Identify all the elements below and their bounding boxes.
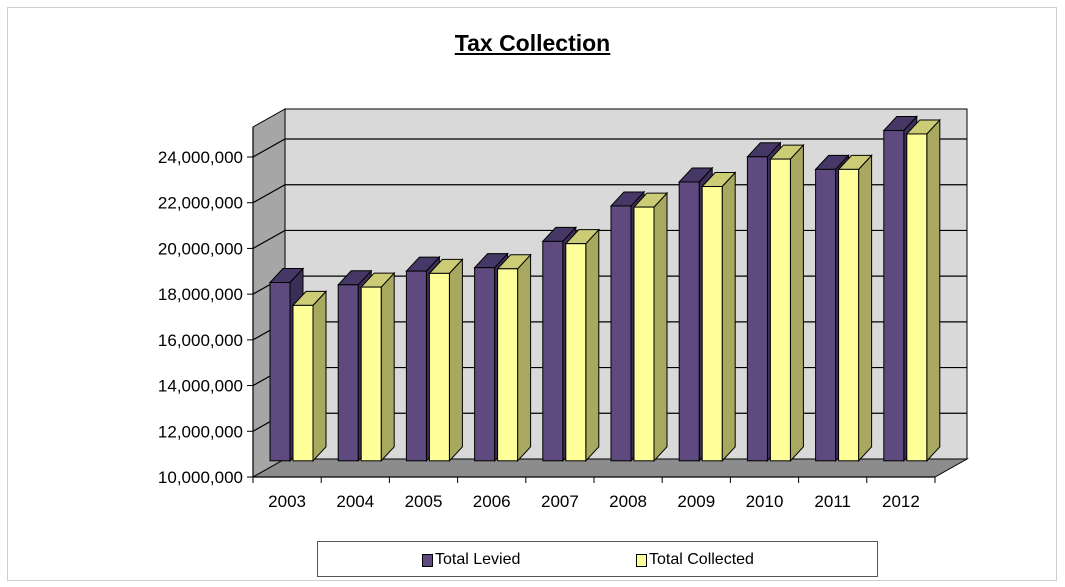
bar-front (838, 168, 860, 462)
bar-collected-2004 (360, 271, 396, 463)
bar-front (292, 304, 314, 462)
x-tick-label: 2010 (746, 492, 784, 511)
x-tick-label: 2011 (814, 492, 851, 511)
bar-front (883, 130, 905, 462)
y-tick-label: 22,000,000 (158, 194, 243, 213)
bar-side (448, 258, 463, 463)
bar-side (517, 253, 532, 463)
bar-front (633, 206, 655, 462)
x-tick-label: 2008 (609, 492, 647, 511)
bar-side (858, 154, 873, 463)
legend-swatch-collected (636, 553, 647, 567)
y-tick-label: 18,000,000 (158, 285, 243, 304)
legend-item-collected: Total Collected (636, 551, 754, 569)
bar-collected-2009 (701, 171, 737, 463)
floor (251, 458, 969, 478)
y-tick-label: 24,000,000 (158, 148, 243, 167)
y-tick-label: 16,000,000 (158, 331, 243, 350)
bar-front (428, 272, 450, 462)
y-tick-label: 10,000,000 (158, 468, 243, 487)
bar-side (380, 271, 395, 463)
x-tick-label: 2007 (541, 492, 579, 511)
gridline (252, 138, 967, 158)
legend-swatch-levied (422, 553, 433, 567)
legend-item-levied: Total Levied (422, 551, 520, 569)
bar-collected-2003 (291, 290, 328, 463)
gridline (252, 184, 967, 204)
bar-front (906, 133, 928, 462)
x-tick-label: 2004 (336, 492, 374, 511)
bar-front (474, 267, 496, 462)
bar-collected-2011 (837, 154, 873, 463)
bar-side (585, 228, 600, 463)
gridline (252, 229, 967, 249)
bar-side (789, 143, 804, 463)
x-tick-label: 2012 (882, 492, 920, 511)
bar-front (746, 156, 768, 462)
bar-front (337, 284, 359, 462)
bar-side (312, 290, 327, 463)
bar-collected-2008 (632, 191, 669, 463)
bar-side (926, 118, 941, 463)
bar-collected-2007 (564, 228, 600, 463)
bar-front (405, 270, 427, 462)
bar-front (769, 158, 791, 462)
bar-side (721, 171, 736, 463)
bar-front (269, 282, 291, 462)
bar-collected-2005 (428, 258, 464, 463)
legend-label-collected: Total Collected (649, 551, 754, 568)
bar-front (542, 240, 564, 462)
bar-collected-2006 (496, 253, 532, 463)
chart-title: Tax Collection (454, 30, 611, 56)
bar-front (565, 243, 587, 462)
bar-front (678, 181, 700, 462)
x-tick-label: 2006 (473, 492, 511, 511)
bar-front (497, 268, 519, 462)
chart-legend: Total Levied Total Collected (317, 541, 878, 577)
x-tick-label: 2009 (677, 492, 715, 511)
y-tick-label: 14,000,000 (158, 377, 243, 396)
bar-side (653, 191, 668, 463)
bar-front (360, 286, 382, 462)
y-tick-label: 20,000,000 (158, 239, 243, 258)
bar-collected-2012 (905, 118, 941, 463)
bar-collected-2010 (769, 143, 805, 463)
bar-front (815, 168, 837, 462)
x-tick-label: 2005 (405, 492, 443, 511)
legend-label-levied: Total Levied (435, 551, 521, 568)
y-tick-label: 12,000,000 (158, 422, 243, 441)
bar-front (701, 186, 723, 462)
bar-front (610, 205, 632, 462)
x-tick-label: 2003 (268, 492, 306, 511)
